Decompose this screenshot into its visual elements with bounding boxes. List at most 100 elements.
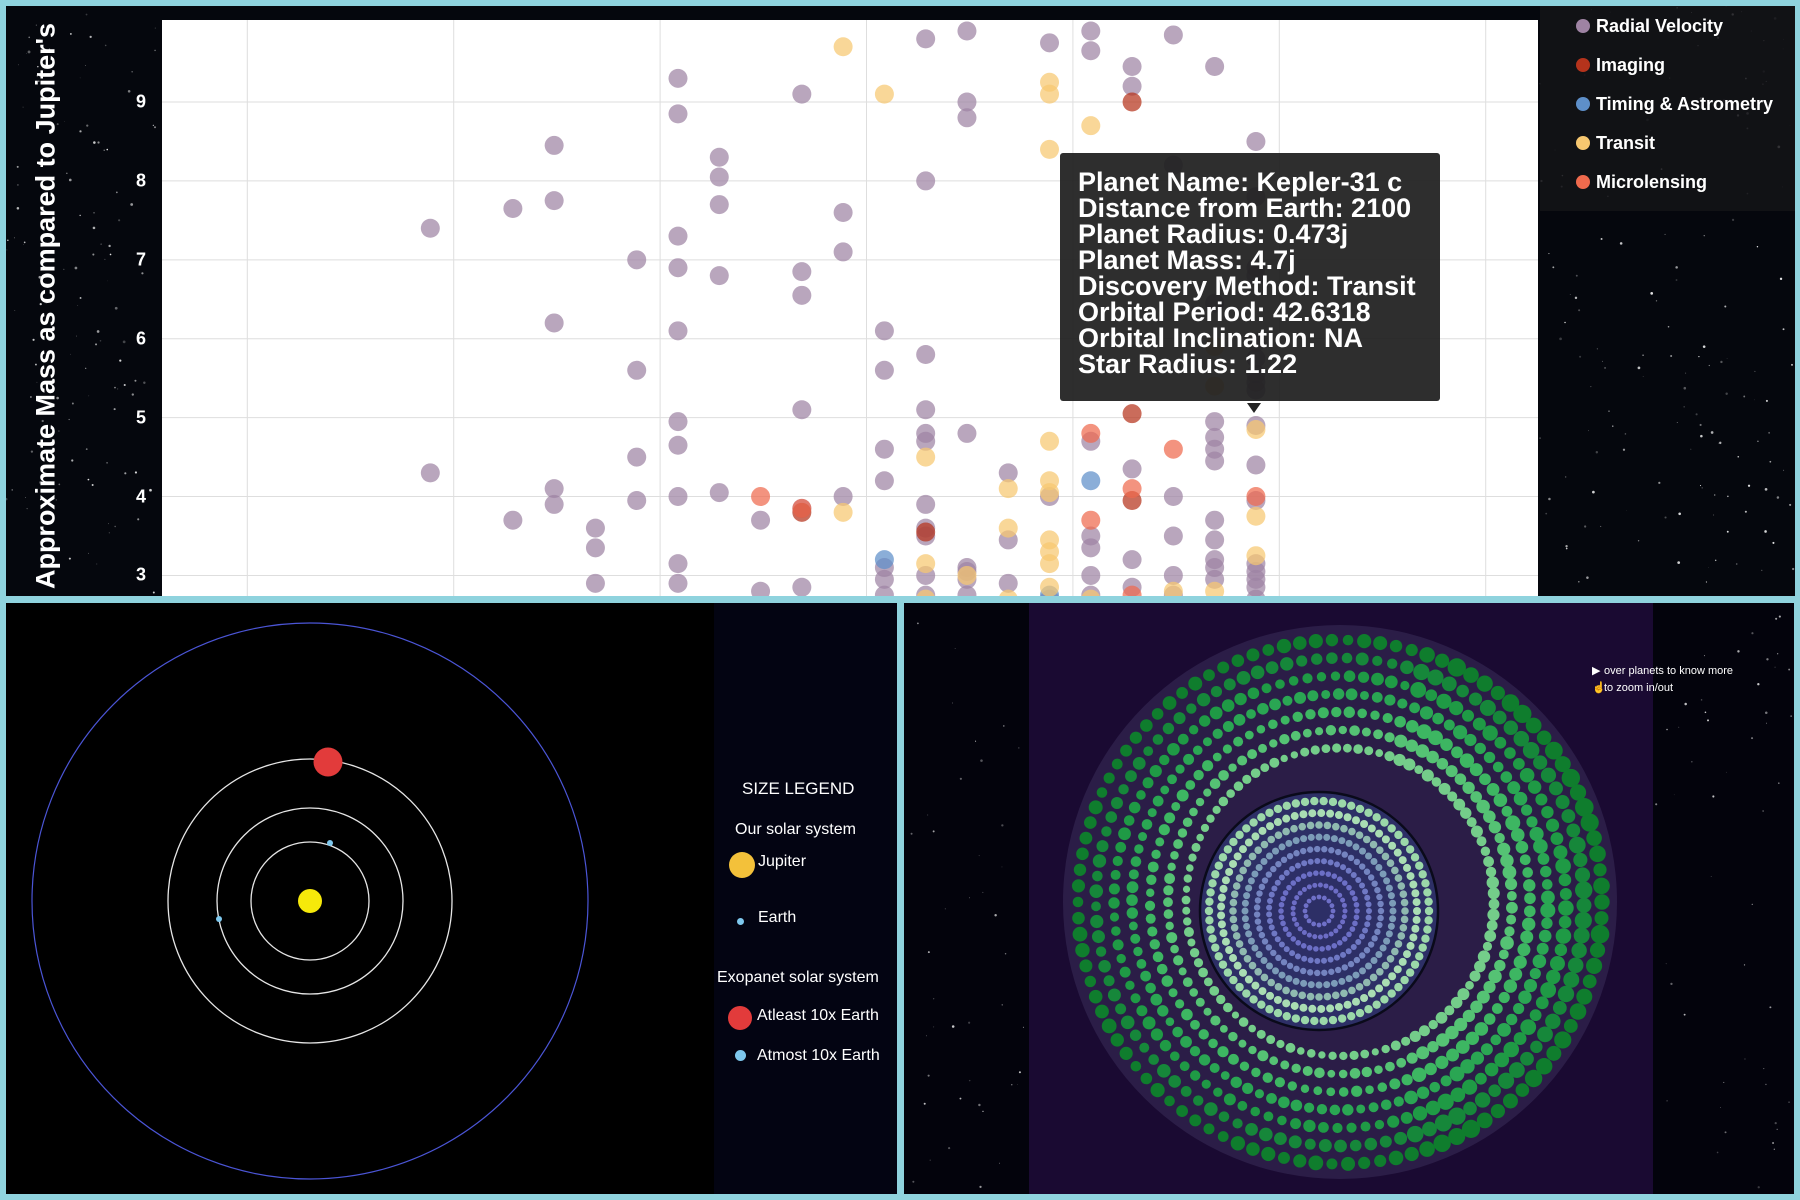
planet-bubble[interactable] <box>1103 975 1115 987</box>
planet-bubble[interactable] <box>1412 915 1421 924</box>
planet-bubble[interactable] <box>1198 967 1208 978</box>
planet-bubble[interactable] <box>1506 890 1517 901</box>
planet-bubble[interactable] <box>1282 926 1289 932</box>
data-point-radial-velocity[interactable] <box>1246 455 1266 475</box>
planet-bubble[interactable] <box>1311 653 1323 665</box>
planet-bubble[interactable] <box>1209 985 1220 996</box>
planet-bubble[interactable] <box>1213 1087 1223 1097</box>
planet-bubble[interactable] <box>1130 856 1142 867</box>
planet-bubble[interactable] <box>1541 890 1555 905</box>
planet-bubble[interactable] <box>1358 967 1366 975</box>
planet-bubble[interactable] <box>1261 938 1269 945</box>
planet-bubble[interactable] <box>1532 954 1547 969</box>
planet-bubble[interactable] <box>1350 943 1357 950</box>
data-point-transit[interactable] <box>833 502 853 522</box>
planet-bubble[interactable] <box>1343 670 1356 683</box>
planet-bubble[interactable] <box>1463 667 1479 683</box>
planet-bubble[interactable] <box>1239 1061 1250 1071</box>
planet-bubble[interactable] <box>1446 1048 1460 1062</box>
planet-bubble[interactable] <box>1091 901 1101 912</box>
planet-bubble[interactable] <box>1278 901 1285 908</box>
planet-bubble[interactable] <box>1313 870 1319 876</box>
planet-bubble[interactable] <box>1222 720 1234 732</box>
planet-bubble[interactable] <box>1242 824 1251 833</box>
planet-bubble[interactable] <box>1183 753 1195 765</box>
planet-bubble[interactable] <box>1480 846 1491 856</box>
planet-bubble[interactable] <box>1156 963 1168 975</box>
planet-bubble[interactable] <box>1282 999 1291 1008</box>
planet-bubble[interactable] <box>1203 977 1213 987</box>
planet-bubble[interactable] <box>1292 837 1300 845</box>
planet-bubble[interactable] <box>1188 853 1197 862</box>
data-point-radial-velocity[interactable] <box>833 487 853 507</box>
planet-bubble[interactable] <box>1366 908 1372 914</box>
planet-bubble[interactable] <box>1367 941 1375 948</box>
planet-bubble[interactable] <box>1328 1051 1337 1061</box>
planet-bubble[interactable] <box>1308 1155 1324 1171</box>
planet-bubble[interactable] <box>1186 703 1197 714</box>
planet-bubble[interactable] <box>1233 852 1242 861</box>
planet-bubble[interactable] <box>1282 814 1291 823</box>
planet-bubble[interactable] <box>1307 833 1315 841</box>
planet-bubble[interactable] <box>1132 756 1146 770</box>
planet-bubble[interactable] <box>1088 989 1103 1004</box>
planet-bubble[interactable] <box>1243 954 1252 963</box>
planet-bubble[interactable] <box>1552 1000 1567 1015</box>
planet-bubble[interactable] <box>1515 1083 1530 1097</box>
planet-bubble[interactable] <box>1171 801 1181 811</box>
planet-bubble[interactable] <box>1479 773 1491 786</box>
planet-bubble[interactable] <box>1152 951 1164 963</box>
planet-bubble[interactable] <box>1290 751 1299 759</box>
data-point-radial-velocity[interactable] <box>668 226 688 246</box>
planet-bubble[interactable] <box>1125 980 1135 991</box>
planet-bubble[interactable] <box>1278 1096 1290 1109</box>
planet-bubble[interactable] <box>1300 747 1310 757</box>
planet-bubble[interactable] <box>1323 981 1331 989</box>
planet-bubble[interactable] <box>1398 856 1407 865</box>
planet-bubble[interactable] <box>1502 1093 1518 1109</box>
planet-bubble[interactable] <box>1167 774 1177 785</box>
data-point-radial-velocity[interactable] <box>544 135 564 155</box>
planet-bubble[interactable] <box>1311 895 1317 901</box>
planet-bubble[interactable] <box>1485 866 1497 878</box>
data-point-transit[interactable] <box>1205 581 1225 596</box>
planet-bubble[interactable] <box>1469 970 1481 982</box>
planet-bubble[interactable] <box>1418 943 1427 952</box>
planet-bubble[interactable] <box>1482 725 1498 741</box>
planet-bubble[interactable] <box>1386 954 1395 963</box>
planet-bubble[interactable] <box>1367 824 1376 833</box>
planet-bubble[interactable] <box>1384 694 1396 706</box>
planet-bubble[interactable] <box>1333 861 1340 868</box>
planet-bubble[interactable] <box>1115 841 1127 853</box>
planet-bubble[interactable] <box>1108 883 1120 895</box>
planet-bubble[interactable] <box>1323 883 1329 889</box>
planet-bubble[interactable] <box>1282 986 1290 995</box>
planet-bubble[interactable] <box>1513 1032 1527 1045</box>
planet-bubble[interactable] <box>1217 893 1226 902</box>
planet-bubble[interactable] <box>1498 991 1510 1004</box>
planet-bubble[interactable] <box>1265 1005 1274 1014</box>
planet-bubble[interactable] <box>1333 888 1339 894</box>
planet-bubble[interactable] <box>1243 922 1251 930</box>
data-point-radial-velocity[interactable] <box>668 573 688 593</box>
planet-bubble[interactable] <box>1253 904 1261 911</box>
planet-bubble[interactable] <box>1098 959 1111 973</box>
planet-bubble[interactable] <box>1310 745 1320 755</box>
planet-bubble[interactable] <box>1586 830 1602 846</box>
planet-bubble[interactable] <box>1293 850 1300 857</box>
planet-bubble[interactable] <box>1150 1028 1164 1041</box>
planet-bubble[interactable] <box>1590 924 1610 944</box>
planet-bubble[interactable] <box>1144 900 1156 911</box>
data-point-transit[interactable] <box>1040 554 1060 574</box>
planet-bubble[interactable] <box>1353 858 1361 866</box>
data-point-radial-velocity[interactable] <box>957 21 977 41</box>
planet-bubble[interactable] <box>1217 920 1226 929</box>
planet-bubble[interactable] <box>1129 731 1142 744</box>
planet-bubble[interactable] <box>1345 688 1358 701</box>
planet-bubble[interactable] <box>1149 939 1160 950</box>
data-point-microlensing[interactable] <box>1122 479 1142 499</box>
planet-bubble[interactable] <box>1317 809 1326 818</box>
planet-bubble[interactable] <box>1486 783 1500 796</box>
planet-bubble[interactable] <box>1540 865 1552 878</box>
planet-bubble[interactable] <box>1221 699 1235 712</box>
